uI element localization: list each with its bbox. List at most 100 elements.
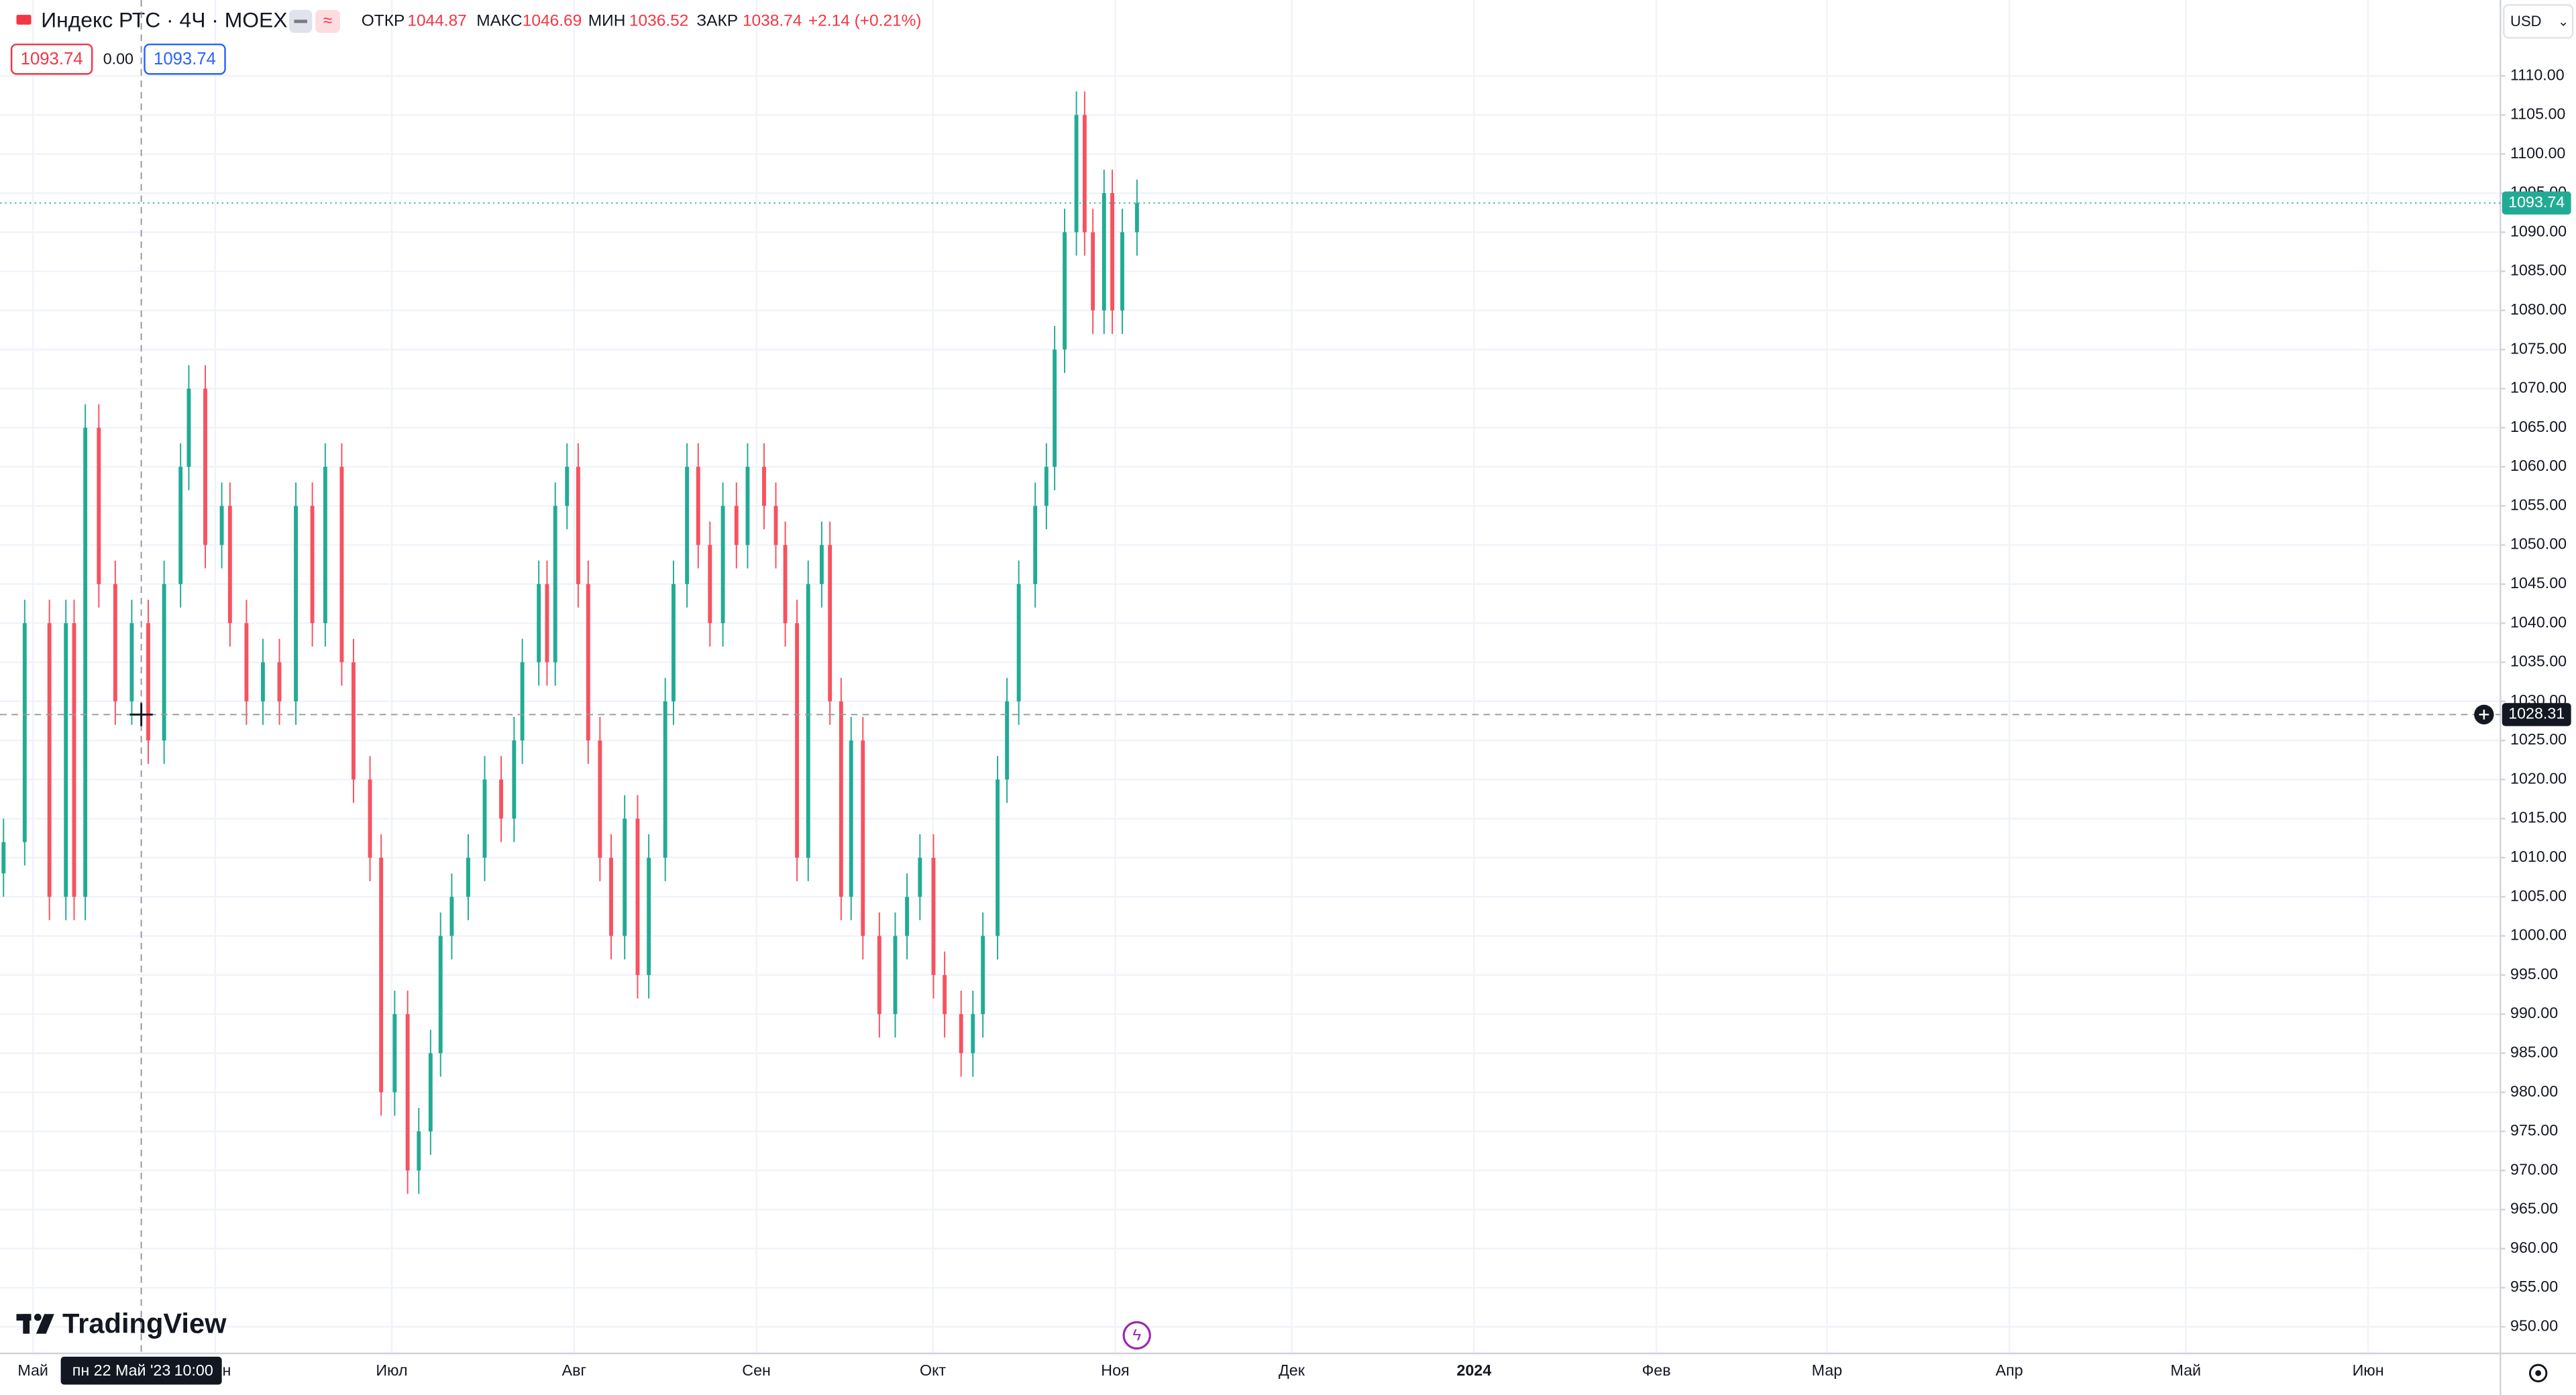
candle-body: [1063, 232, 1067, 350]
events-icon: ϟ: [1132, 1327, 1141, 1345]
axes: 950.00 955.00 960.00 965.00 970.00 975.00 980.…: [17, 66, 2567, 1379]
candle-body: [310, 506, 315, 624]
y-tick-label: 1065.00: [2510, 418, 2567, 435]
toggle[interactable]: [315, 9, 340, 34]
candle-body: [828, 545, 833, 702]
y-tick-label: 1100.00: [2510, 144, 2565, 162]
candle-body: [339, 467, 344, 663]
candle-body: [734, 506, 739, 545]
y-tick-label: 1060.00: [2510, 457, 2567, 474]
cursor: [129, 703, 153, 726]
y-tick-label: 1085.00: [2510, 262, 2567, 279]
sell-button[interactable]: [10, 43, 93, 75]
candle-body: [623, 818, 627, 936]
candle-body: [1082, 115, 1087, 233]
symbol-title[interactable]: Индекс РТС · 4Ч · MOEX: [41, 7, 287, 32]
candle-body: [244, 623, 249, 702]
candle-body: [877, 936, 881, 1015]
candle-body: [819, 545, 824, 584]
candle-body: [981, 936, 985, 1015]
candle-body: [672, 583, 676, 702]
candle-body: [943, 974, 947, 1015]
y-tick-label: 970.00: [2510, 1160, 2558, 1178]
y-tick-label: 1070.00: [2510, 379, 2567, 396]
y-tick-label: 1005.00: [2510, 887, 2567, 904]
candle-body: [113, 583, 117, 702]
candle-body: [905, 897, 909, 936]
candle-body: [708, 545, 712, 624]
change: +2.14 (+0.21%): [808, 11, 922, 30]
candle-body: [499, 779, 503, 819]
candle-body: [861, 740, 865, 936]
candle-body: [449, 897, 454, 936]
crosshair-price-tag: [2502, 703, 2571, 726]
buy-button[interactable]: [144, 43, 226, 75]
candle-body: [482, 779, 487, 858]
y-tick-label: 950.00: [2510, 1317, 2558, 1335]
candle-body: [609, 857, 613, 936]
currency-select[interactable]: [2503, 4, 2574, 39]
events-button[interactable]: [1122, 1321, 1151, 1350]
candle-body: [1102, 192, 1106, 311]
x-tick-label: 2024: [1456, 1361, 1491, 1379]
grid: [0, 0, 2501, 1354]
candle-body: [1134, 203, 1139, 233]
currency: USD: [2510, 13, 2542, 30]
candle-body: [129, 623, 134, 702]
candle-body: [635, 818, 640, 975]
candle-body: [47, 623, 52, 897]
candle-body: [352, 662, 356, 780]
candle-body: [219, 506, 224, 545]
y-tick-label: 1080.00: [2510, 300, 2567, 318]
y-tick-label: 1020.00: [2510, 769, 2567, 787]
candle-body: [512, 740, 517, 819]
x-tick-label: Апр: [1996, 1361, 2023, 1379]
candle-body: [1074, 115, 1079, 233]
candle-body: [83, 427, 88, 897]
toggle-icon: [294, 19, 307, 23]
candle-body: [893, 936, 898, 1015]
y-tick-label: 1045.00: [2510, 574, 2567, 592]
settings-button[interactable]: [2528, 1363, 2548, 1383]
y-tick-label: 1010.00: [2510, 848, 2567, 865]
candle-body: [1033, 506, 1038, 584]
ohlc-label: МАКС: [476, 11, 522, 30]
candle-body: [186, 388, 191, 467]
candle-body: [1, 842, 6, 874]
y-tick-label: 1090.00: [2510, 222, 2567, 239]
y-tick-label: 1025.00: [2510, 730, 2567, 748]
last-price-label: 1093.74: [2508, 193, 2565, 211]
candle-body: [537, 583, 541, 663]
y-tick-label: 955.00: [2510, 1278, 2558, 1295]
candle-body: [97, 427, 101, 584]
candle-body: [663, 701, 667, 858]
y-tick-label: 1050.00: [2510, 535, 2567, 553]
candle-body: [64, 623, 68, 897]
candle-body: [598, 740, 602, 858]
y-tick-label: 995.00: [2510, 965, 2558, 983]
candle-body: [849, 740, 853, 897]
x-tick-label: Ноя: [1101, 1361, 1129, 1379]
logo-text: TradingView: [62, 1307, 227, 1339]
candle-body: [405, 1014, 410, 1171]
candle-body: [647, 857, 651, 975]
sell-price: 1093.74: [21, 50, 83, 68]
buy-price: 1093.74: [154, 50, 216, 68]
spread: 0.00: [103, 50, 133, 68]
candle-body: [553, 506, 557, 663]
crosshair-time: 10:00: [174, 1361, 213, 1379]
candle-body: [203, 388, 207, 545]
x-tick-label: Мар: [1812, 1361, 1843, 1379]
crosshair-date: пн 22 Май '23: [72, 1361, 171, 1379]
ohlc-label: ОТКР: [362, 11, 405, 30]
candle-body: [379, 857, 384, 1093]
candle-body: [178, 467, 183, 584]
currency-caret: ⌄: [2558, 14, 2569, 29]
x-tick-label: Фев: [1642, 1361, 1671, 1379]
candle-body: [773, 506, 778, 545]
ohlc-label: ЗАКР: [696, 11, 738, 30]
y-tick-label: 960.00: [2510, 1239, 2558, 1256]
candles: [1, 91, 1139, 1194]
candle-body: [762, 467, 766, 506]
